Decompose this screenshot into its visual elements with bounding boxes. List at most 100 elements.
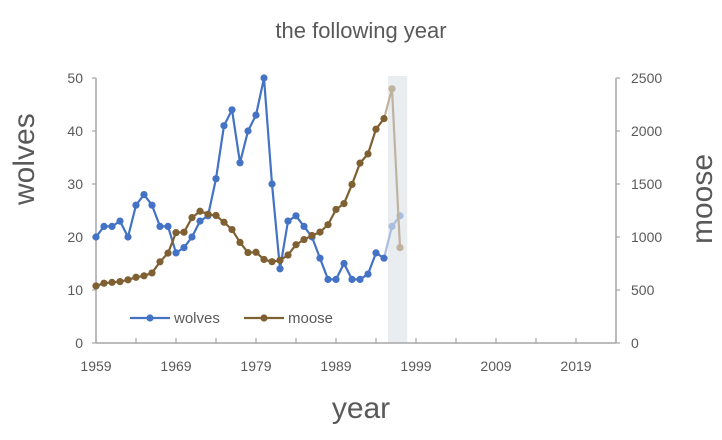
wolves-data-point xyxy=(172,249,180,257)
wolves-data-point xyxy=(316,254,324,262)
wolves-data-point xyxy=(132,201,140,209)
wolves-data-point xyxy=(292,212,300,220)
series-lines xyxy=(92,74,404,290)
wolves-data-point xyxy=(236,159,244,167)
moose-data-point xyxy=(220,218,228,226)
svg-text:wolves: wolves xyxy=(173,310,220,327)
moose-data-point xyxy=(324,221,332,229)
moose-data-point xyxy=(316,228,324,236)
wolves-data-point xyxy=(220,122,228,130)
wolves-data-point xyxy=(188,233,196,241)
legend-item-moose: moose xyxy=(244,310,333,327)
moose-data-point xyxy=(308,231,316,240)
y-left-tick-label: 10 xyxy=(67,282,83,298)
moose-data-point xyxy=(340,200,348,208)
moose-data-point xyxy=(244,248,252,257)
wolves-data-point xyxy=(212,175,220,183)
x-tick-label: 2019 xyxy=(560,358,591,374)
y-left-tick-label: 20 xyxy=(67,229,83,245)
y-right-tick-label: 2500 xyxy=(631,70,662,86)
wolves-data-point xyxy=(332,275,340,283)
wolves-data-point xyxy=(180,244,188,252)
wolves-data-point xyxy=(340,259,348,268)
moose-data-point xyxy=(332,205,340,214)
wolves-data-point xyxy=(348,275,356,283)
series-moose xyxy=(92,85,404,290)
moose-data-point xyxy=(196,207,204,215)
y-right-tick-label: 2000 xyxy=(631,123,662,139)
moose-data-point xyxy=(212,211,220,220)
wolves-data-point xyxy=(324,275,332,283)
moose-data-point xyxy=(228,225,236,234)
moose-data-point xyxy=(148,269,156,277)
x-tick-label: 1959 xyxy=(80,358,111,374)
moose-data-point xyxy=(380,114,388,123)
moose-data-point xyxy=(284,251,292,259)
wolves-data-point xyxy=(140,191,148,199)
wolves-data-point xyxy=(356,275,364,283)
wolves-data-point xyxy=(164,222,172,230)
wolves-data-point xyxy=(108,222,116,230)
moose-data-point xyxy=(156,258,164,266)
wolves-data-point xyxy=(364,270,372,278)
wolves-data-point xyxy=(372,249,380,257)
wolves-data-point xyxy=(156,222,164,230)
y-right-tick-label: 0 xyxy=(631,335,639,351)
x-tick-label: 1969 xyxy=(160,358,191,374)
moose-data-point xyxy=(396,244,404,252)
x-axis-label: year xyxy=(331,392,391,425)
y-right-tick-label: 1000 xyxy=(631,229,662,245)
moose-data-point xyxy=(180,228,188,236)
wolves-data-point xyxy=(228,106,236,114)
chart-title: the following year xyxy=(275,18,447,43)
y-left-tick-label: 50 xyxy=(67,70,83,86)
moose-data-point xyxy=(372,125,380,133)
legend-item-wolves: wolves xyxy=(130,310,220,327)
moose-data-point xyxy=(124,276,132,284)
moose-data-point xyxy=(292,241,300,249)
wolves-data-point xyxy=(100,222,108,230)
wolves-data-point xyxy=(244,127,252,135)
y-right-tick-label: 500 xyxy=(631,282,655,298)
moose-data-point xyxy=(300,235,308,244)
moose-data-point xyxy=(116,278,124,286)
x-tick-label: 1979 xyxy=(240,358,271,374)
moose-data-point xyxy=(388,85,396,93)
moose-data-point xyxy=(140,272,148,280)
moose-data-point xyxy=(92,282,100,290)
y-left-tick-label: 40 xyxy=(67,123,83,139)
x-tick-label: 1999 xyxy=(400,358,431,374)
moose-data-point xyxy=(348,180,356,189)
moose-data-point xyxy=(172,229,180,237)
wolves-data-point xyxy=(124,233,132,241)
wolves-data-point xyxy=(300,222,308,230)
wolves-data-point xyxy=(260,74,268,82)
moose-data-point xyxy=(356,159,364,167)
wolves-data-point xyxy=(116,217,124,225)
moose-data-point xyxy=(100,279,108,287)
wolves-data-point xyxy=(284,217,292,225)
moose-data-point xyxy=(252,248,260,256)
y-left-tick-label: 0 xyxy=(75,335,83,351)
wolves-data-point xyxy=(388,222,396,230)
wolves-data-point xyxy=(276,265,284,273)
svg-text:moose: moose xyxy=(288,310,333,327)
wolves-data-point xyxy=(148,201,156,209)
moose-data-point xyxy=(132,273,140,281)
x-tick-label: 2009 xyxy=(480,358,511,374)
wolves-data-point xyxy=(92,233,100,241)
wolves-data-point xyxy=(252,111,260,119)
moose-data-point xyxy=(164,249,172,257)
y-right-tick-label: 1500 xyxy=(631,176,662,192)
moose-data-point xyxy=(276,256,284,264)
legend: wolves moose xyxy=(130,310,333,327)
moose-data-point xyxy=(236,238,244,247)
moose-data-point xyxy=(188,214,196,222)
moose-data-point xyxy=(364,150,372,158)
wolves-data-point xyxy=(196,217,204,225)
moose-data-point xyxy=(260,255,268,264)
y-left-tick-label: 30 xyxy=(67,176,83,192)
x-tick-label: 1989 xyxy=(320,358,351,374)
